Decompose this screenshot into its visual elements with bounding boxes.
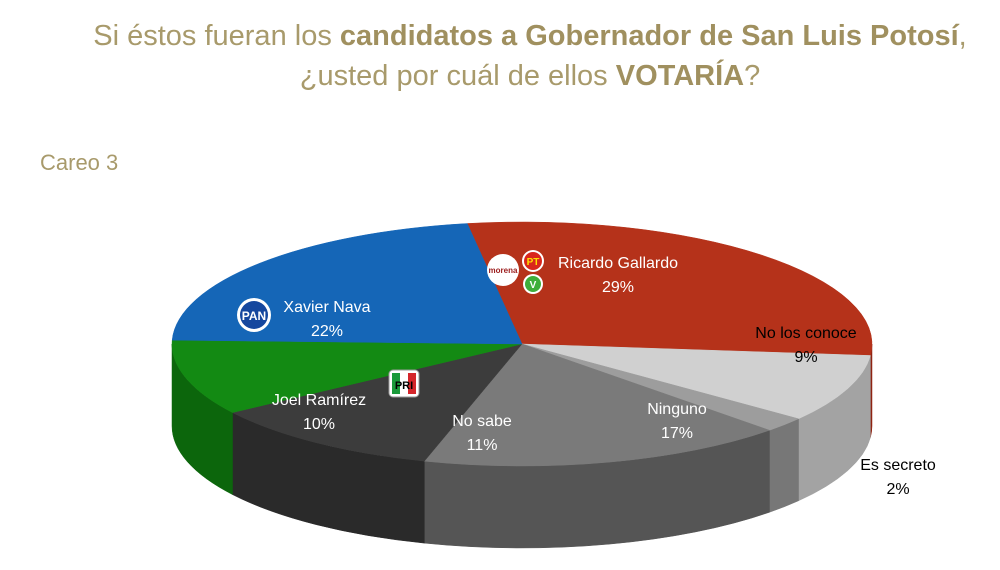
pie-slice-ninguno xyxy=(423,343,771,467)
pri-logo-icon: PRI xyxy=(388,369,420,398)
chart-subtitle: Careo 3 xyxy=(40,150,119,175)
slice-value-ricardo-gallardo: 29% xyxy=(602,279,634,296)
title-bold-text: candidatos a Gobernador de San Luis Poto… xyxy=(339,20,959,52)
svg-text:morena: morena xyxy=(489,266,518,275)
svg-text:PT: PT xyxy=(527,257,540,268)
pie-labels: Ricardo Gallardo 29% No los conoce 9% Es sec… xyxy=(272,255,936,498)
svg-text:V: V xyxy=(530,280,537,291)
slice-label-ricardo-gallardo: Ricardo Gallardo xyxy=(558,255,678,272)
chart-title: Si éstos fueran los candidatos a Goberna… xyxy=(60,16,1000,96)
pie-slice-xavier-nava xyxy=(171,223,523,345)
slice-label-joel-ramirez: Joel Ramírez xyxy=(272,392,366,409)
title-text: Si éstos fueran los xyxy=(93,20,340,52)
pie-slice-joel-ramirez xyxy=(171,339,523,413)
slice-value-no-los-conoce: 9% xyxy=(794,349,817,366)
slice-value-ninguno: 17% xyxy=(661,425,693,442)
pt-logo-icon: PT xyxy=(522,250,544,272)
pie-side-es-secreto xyxy=(769,418,799,513)
svg-text:PRI: PRI xyxy=(395,380,413,392)
title-bold-text: VOTARÍA xyxy=(615,60,745,92)
pie-slice-ricardo-gallardo xyxy=(466,221,873,356)
slice-value-xavier-nava: 22% xyxy=(311,323,343,340)
slice-label-es-secreto: Es secreto xyxy=(860,457,936,474)
slice-label-ninguno: Ninguno xyxy=(647,401,707,418)
morena-logo-icon: morena xyxy=(487,254,519,286)
pie-slice-no-sabe xyxy=(231,343,523,462)
pie-sides xyxy=(171,343,873,549)
pan-logo-icon: PAN xyxy=(237,298,271,332)
slice-label-no-los-conoce: No los conoce xyxy=(755,325,856,342)
slice-value-joel-ramirez: 10% xyxy=(303,416,335,433)
slice-label-xavier-nava: Xavier Nava xyxy=(283,299,370,316)
slice-value-no-sabe: 11% xyxy=(467,437,498,454)
slice-value-es-secreto: 2% xyxy=(886,481,909,498)
pvem-logo-icon: V xyxy=(523,274,543,294)
pie-tops xyxy=(171,221,873,467)
title-text: , xyxy=(958,20,967,52)
title-line-2: ¿usted por cuál de ellos VOTARÍA? xyxy=(60,56,1000,96)
title-text: ¿usted por cuál de ellos xyxy=(299,60,616,92)
pie-slice-no-los-conoce xyxy=(521,343,871,420)
slice-label-no-sabe: No sabe xyxy=(452,413,512,430)
party-logos: PAN PRI morena PT V xyxy=(237,250,544,398)
title-line-1: Si éstos fueran los candidatos a Goberna… xyxy=(60,16,1000,56)
title-text: ? xyxy=(744,60,761,92)
svg-text:PAN: PAN xyxy=(242,309,266,323)
